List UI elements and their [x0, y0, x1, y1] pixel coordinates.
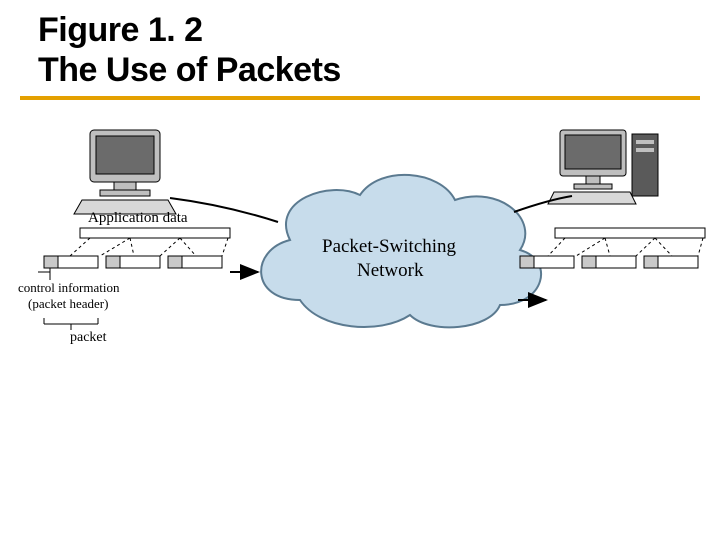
label-network-1: Packet-Switching — [322, 236, 456, 258]
left-split-dashes — [70, 238, 228, 256]
right-packets — [520, 256, 698, 268]
right-computer-icon — [548, 130, 658, 204]
slide: Figure 1. 2 The Use of Packets — [0, 0, 720, 540]
left-packets — [44, 256, 222, 268]
left-appdata-bar — [80, 228, 230, 238]
right-split-dashes — [548, 238, 703, 256]
label-network-2: Network — [357, 260, 423, 282]
packet-bracket — [44, 318, 98, 330]
label-application-data: Application data — [88, 210, 188, 227]
label-packet: packet — [70, 330, 107, 346]
label-control-info-1: control information — [18, 280, 119, 296]
right-appdata-bar — [555, 228, 705, 238]
label-control-info-2: (packet header) — [28, 296, 108, 312]
left-computer-icon — [74, 130, 176, 214]
